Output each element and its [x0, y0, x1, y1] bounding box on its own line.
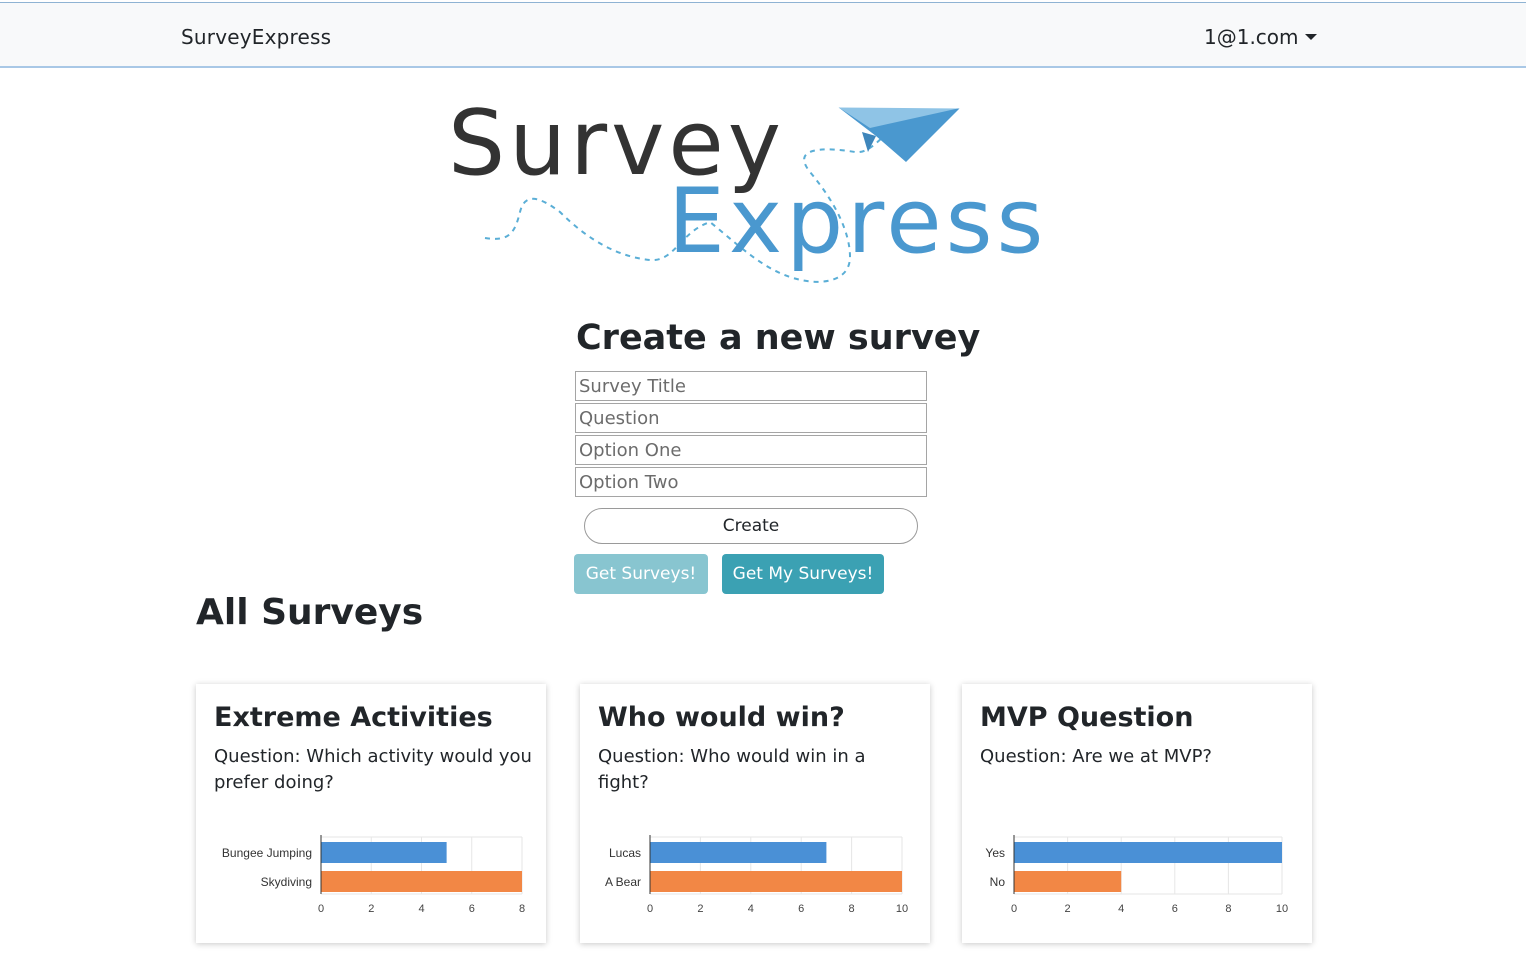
- navbar: SurveyExpress 1@1.com: [0, 2, 1526, 68]
- chart-tick-label: 8: [849, 903, 855, 915]
- chart-category-label: No: [990, 875, 1006, 889]
- chart-tick-label: 2: [1065, 903, 1071, 915]
- user-menu[interactable]: 1@1.com: [1204, 25, 1317, 49]
- all-surveys-title: All Surveys: [196, 592, 424, 633]
- chart-tick-label: 2: [368, 903, 374, 915]
- logo-line1: Survey: [448, 92, 785, 196]
- question-input[interactable]: [575, 403, 927, 433]
- create-survey-title: Create a new survey: [576, 318, 981, 358]
- paper-plane-icon: [837, 106, 961, 162]
- get-surveys-button[interactable]: Get Surveys!: [574, 554, 708, 594]
- survey-card-question: Question: Are we at MVP?: [980, 746, 1212, 767]
- chart-category-label: A Bear: [605, 875, 641, 889]
- chart-tick-label: 0: [1011, 903, 1017, 915]
- chart-bar: [1014, 842, 1282, 863]
- chart-tick-label: 10: [1276, 903, 1288, 915]
- chart-tick-label: 6: [798, 903, 804, 915]
- chart-tick-label: 6: [1172, 903, 1178, 915]
- chart-tick-label: 0: [647, 903, 653, 915]
- survey-title-input[interactable]: [575, 371, 927, 401]
- chart-tick-label: 8: [1225, 903, 1231, 915]
- chart-tick-label: 8: [519, 903, 525, 915]
- logo-trail: [484, 131, 891, 283]
- survey-chart: 0 2 4 6 8 10 Yes No: [985, 835, 1288, 915]
- create-button[interactable]: Create: [584, 508, 918, 544]
- survey-card: Who would win? Question: Who would win i…: [580, 684, 930, 943]
- survey-express-logo: Survey Express: [448, 92, 1047, 283]
- chart-bar: [650, 842, 827, 863]
- caret-down-icon: [1304, 34, 1317, 40]
- chart-tick-label: 0: [318, 903, 324, 915]
- survey-chart: 0 2 4 6 8 Bungee Jumping Skydiving: [222, 835, 525, 915]
- chart-category-label: Bungee Jumping: [222, 846, 312, 860]
- chart-bar: [321, 842, 447, 863]
- chart-category-label: Skydiving: [261, 875, 312, 889]
- chart-tick-label: 2: [697, 903, 703, 915]
- chart-tick-label: 4: [418, 903, 424, 915]
- user-email: 1@1.com: [1204, 25, 1299, 49]
- chart-bar: [1014, 871, 1122, 892]
- chart-category-label: Lucas: [609, 846, 641, 860]
- chart-category-label: Yes: [985, 846, 1005, 860]
- survey-card-question: Question: Which activity would you prefe…: [214, 746, 532, 793]
- survey-card-title: MVP Question: [980, 702, 1194, 733]
- survey-card-title: Who would win?: [598, 702, 845, 733]
- navbar-brand[interactable]: SurveyExpress: [181, 25, 332, 49]
- survey-card: MVP Question Question: Are we at MVP? 0 2…: [962, 684, 1312, 943]
- survey-card: Extreme Activities Question: Which activ…: [196, 684, 546, 943]
- option-one-input[interactable]: [575, 435, 927, 465]
- chart-tick-label: 4: [748, 903, 754, 915]
- chart-tick-label: 6: [469, 903, 475, 915]
- chart-tick-label: 10: [896, 903, 908, 915]
- chart-bar: [321, 871, 522, 892]
- survey-card-question: Question: Who would win in a fight?: [598, 746, 866, 793]
- logo-line2: Express: [668, 169, 1047, 274]
- get-my-surveys-button[interactable]: Get My Surveys!: [722, 554, 884, 594]
- chart-tick-label: 4: [1118, 903, 1124, 915]
- survey-card-title: Extreme Activities: [214, 702, 493, 733]
- option-two-input[interactable]: [575, 467, 927, 497]
- survey-chart: 0 2 4 6 8 10 Lucas A Bear: [605, 835, 908, 915]
- chart-bar: [650, 871, 902, 892]
